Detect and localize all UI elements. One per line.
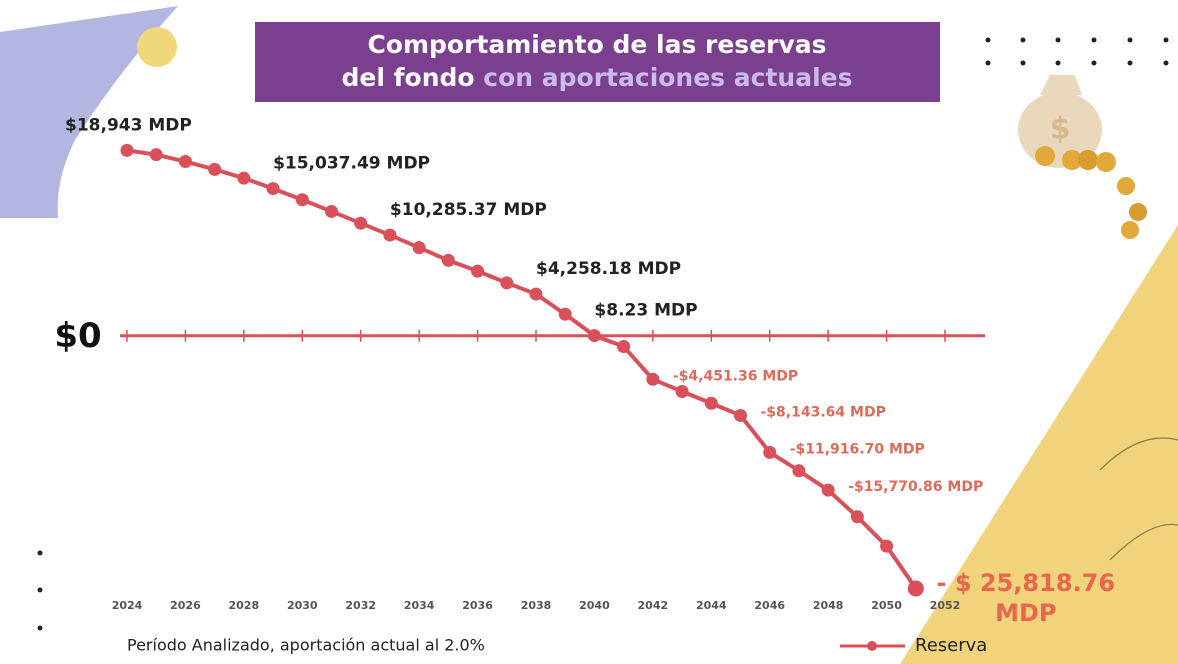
- x-tick-label: 2044: [696, 599, 727, 612]
- value-label: -$4,451.36 MDP: [673, 368, 798, 384]
- x-tick-label: 2040: [579, 599, 610, 612]
- data-point: [587, 329, 601, 343]
- svg-text:$: $: [1050, 112, 1071, 147]
- value-label: $8.23 MDP: [594, 301, 697, 321]
- data-point: [325, 204, 338, 218]
- data-point: [850, 510, 864, 524]
- legend-swatch: [867, 641, 877, 651]
- data-point: [441, 253, 455, 267]
- data-point: [880, 539, 894, 553]
- value-label: $15,037.49 MDP: [273, 154, 430, 174]
- value-label: $4,258.18 MDP: [536, 259, 681, 279]
- data-point: [354, 216, 368, 230]
- x-tick-label: 2034: [404, 599, 435, 612]
- data-point: [646, 372, 660, 386]
- value-label: -$11,916.70 MDP: [790, 441, 925, 457]
- data-point: [792, 464, 806, 478]
- data-point: [383, 228, 397, 242]
- legend-label: Reserva: [915, 635, 987, 656]
- series-line: [126, 148, 918, 590]
- x-tick-label: 2050: [871, 599, 902, 612]
- data-point: [471, 264, 485, 278]
- data-point: [763, 445, 777, 459]
- value-label: $18,943 MDP: [65, 115, 192, 135]
- x-tick-label: 2038: [521, 599, 552, 612]
- data-point: [178, 155, 192, 169]
- x-tick-label: 2032: [345, 599, 376, 612]
- decor-dots: [37, 37, 1169, 631]
- x-tick-label: 2036: [462, 599, 493, 612]
- x-tick-label: 2048: [813, 599, 844, 612]
- data-point: [208, 162, 222, 176]
- decor-triangle: [900, 225, 1178, 664]
- chart-title: del fondo: [342, 63, 475, 92]
- value-label: -$15,770.86 MDP: [848, 479, 983, 495]
- x-tick-label: 2030: [287, 599, 318, 612]
- decor-curve: [1099, 437, 1178, 561]
- data-point: [907, 580, 924, 597]
- data-point: [412, 241, 426, 255]
- decor-circle: [137, 27, 177, 67]
- value-label: -$8,143.64 MDP: [761, 404, 886, 420]
- value-label: $10,285.37 MDP: [390, 200, 547, 220]
- data-point: [120, 143, 134, 157]
- title-box: [255, 22, 940, 102]
- x-tick-label: 2024: [112, 599, 143, 612]
- value-label: - $ 25,818.76 MDP: [936, 569, 1116, 628]
- data-point: [500, 276, 514, 290]
- data-point: [617, 340, 631, 354]
- y-tick-label: $0: [54, 316, 101, 356]
- chart-title: Comportamiento de las reservas: [367, 30, 826, 59]
- data-point: [821, 483, 835, 497]
- data-point: [149, 148, 163, 162]
- x-tick-label: 2046: [754, 599, 785, 612]
- data-point: [734, 408, 747, 422]
- data-point: [266, 182, 280, 196]
- x-tick-label: 2052: [930, 599, 961, 612]
- data-point: [237, 171, 251, 185]
- note: Período Analizado, aportación actual al …: [127, 636, 485, 655]
- x-tick-label: 2028: [229, 599, 260, 612]
- money-bag: $: [1018, 75, 1147, 239]
- data-point: [529, 287, 543, 301]
- data-point: [675, 385, 689, 399]
- chart-title: del fondo con aportaciones actuales: [342, 63, 853, 92]
- data-point: [558, 307, 572, 321]
- data-point: [295, 193, 309, 207]
- x-tick-label: 2042: [638, 599, 669, 612]
- x-tick-label: 2026: [170, 599, 201, 612]
- data-point: [704, 396, 718, 410]
- decor-shape: [0, 6, 178, 218]
- chart-title-highlight: con aportaciones actuales: [483, 63, 852, 92]
